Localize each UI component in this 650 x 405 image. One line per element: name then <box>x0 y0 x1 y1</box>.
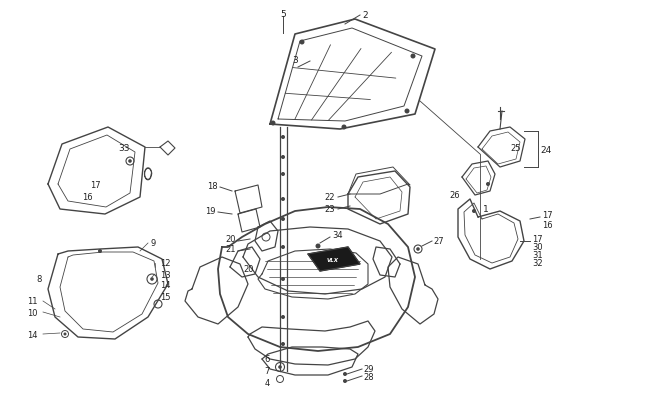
Circle shape <box>341 125 346 130</box>
Circle shape <box>281 245 285 249</box>
Text: 4: 4 <box>265 379 270 388</box>
Circle shape <box>404 109 410 114</box>
Text: 2: 2 <box>362 11 368 19</box>
Circle shape <box>281 342 285 346</box>
Text: 24: 24 <box>540 145 551 154</box>
Text: 7: 7 <box>265 367 270 375</box>
Text: 20: 20 <box>226 235 236 244</box>
Circle shape <box>315 244 320 249</box>
Polygon shape <box>308 247 360 271</box>
Circle shape <box>281 136 285 140</box>
Text: 10: 10 <box>27 308 38 317</box>
Circle shape <box>281 315 285 319</box>
Circle shape <box>343 372 347 376</box>
Text: 28: 28 <box>363 373 374 382</box>
Text: 27: 27 <box>433 236 443 245</box>
Circle shape <box>281 217 285 222</box>
Circle shape <box>300 40 304 45</box>
Circle shape <box>472 209 476 213</box>
Text: 9: 9 <box>150 239 155 248</box>
Text: 5: 5 <box>280 9 286 19</box>
Text: 14: 14 <box>27 330 38 339</box>
Circle shape <box>64 333 66 336</box>
Circle shape <box>278 365 282 369</box>
Text: 17: 17 <box>542 210 552 219</box>
Circle shape <box>281 156 285 160</box>
Circle shape <box>281 198 285 202</box>
Text: 1: 1 <box>483 205 489 214</box>
Text: 12: 12 <box>160 259 170 268</box>
Text: 18: 18 <box>207 181 218 190</box>
Circle shape <box>98 249 102 254</box>
Text: 31: 31 <box>532 251 543 260</box>
Text: 14: 14 <box>160 281 170 290</box>
Circle shape <box>343 379 347 383</box>
Text: 3: 3 <box>292 55 298 64</box>
Circle shape <box>486 183 490 187</box>
Text: 17: 17 <box>90 180 101 189</box>
Text: 16: 16 <box>82 193 93 202</box>
Text: 23: 23 <box>324 204 335 213</box>
Text: 30: 30 <box>532 243 543 252</box>
Text: 32: 32 <box>532 259 543 268</box>
Text: 6: 6 <box>265 355 270 364</box>
Text: VLX: VLX <box>327 257 339 262</box>
Text: 13: 13 <box>160 270 171 279</box>
Text: 16: 16 <box>542 220 552 229</box>
Text: 19: 19 <box>205 206 216 215</box>
Text: 11: 11 <box>27 297 38 306</box>
Text: 29: 29 <box>363 364 374 373</box>
Text: 21: 21 <box>226 245 236 254</box>
Text: 25: 25 <box>510 143 521 152</box>
Circle shape <box>416 247 420 251</box>
Circle shape <box>281 277 285 281</box>
Text: 8: 8 <box>36 275 42 284</box>
Text: 20: 20 <box>244 265 254 274</box>
Circle shape <box>128 160 132 163</box>
Text: 17: 17 <box>532 235 543 244</box>
Text: 33: 33 <box>118 143 130 152</box>
Text: 22: 22 <box>324 192 335 201</box>
Text: 15: 15 <box>160 292 170 301</box>
Text: 34: 34 <box>332 231 343 240</box>
Circle shape <box>411 54 415 60</box>
Circle shape <box>150 277 154 281</box>
Circle shape <box>281 173 285 177</box>
Text: 26: 26 <box>449 190 460 199</box>
Circle shape <box>270 121 276 126</box>
